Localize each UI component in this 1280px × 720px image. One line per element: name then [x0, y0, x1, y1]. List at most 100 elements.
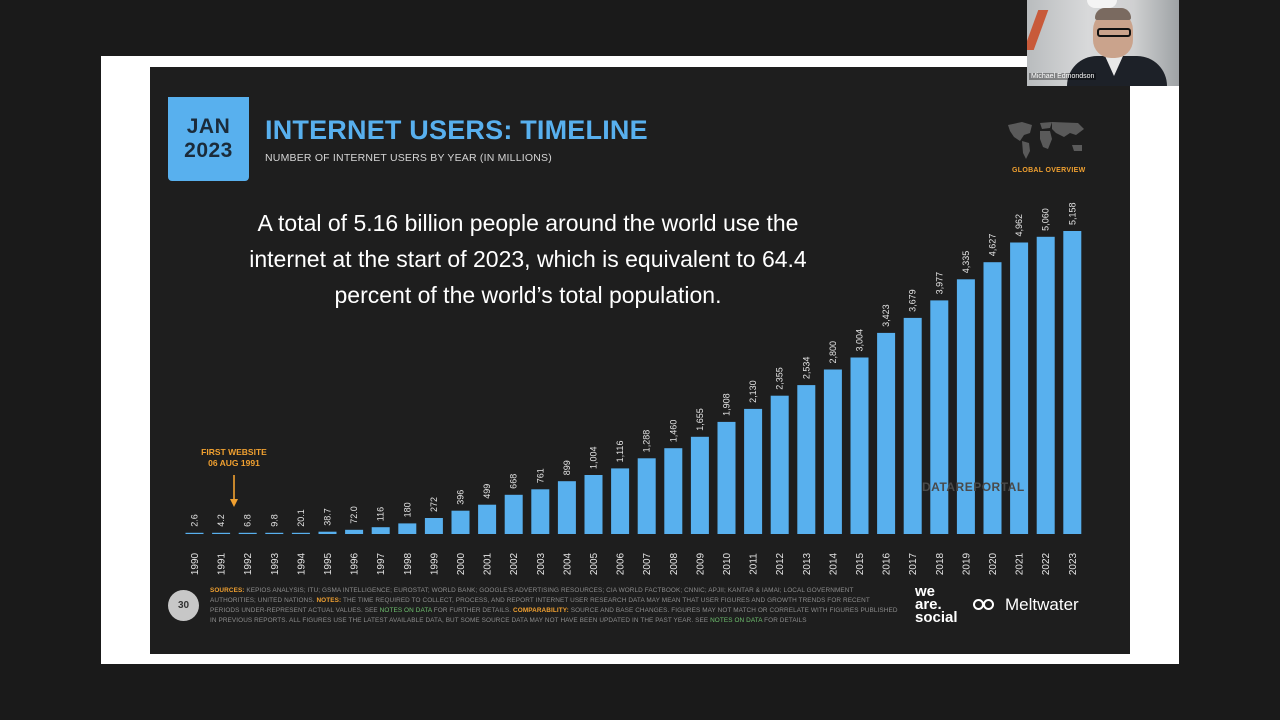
we-are-social-logo: we are. social: [915, 583, 958, 626]
bar-2010: [717, 421, 736, 534]
participant-video-tile[interactable]: Michael Edmondson: [1027, 0, 1179, 86]
caption-line-1: A total of 5.16 billion people around th…: [257, 210, 799, 236]
value-label-2002: 668: [509, 474, 519, 489]
bar-1998: [398, 523, 417, 534]
bar-1993: [265, 532, 284, 534]
bar-2004: [557, 481, 576, 534]
bar-2011: [744, 408, 763, 534]
bar-2022: [1036, 236, 1055, 535]
value-label-2021: 4,962: [1014, 214, 1024, 237]
comparability-text: SOURCE AND BASE CHANGES. FIGURES MAY NOT…: [210, 607, 898, 624]
year-label-2012: 2012: [775, 552, 786, 575]
meeting-bottom-bar: [0, 664, 1280, 720]
date-badge: JAN 2023: [168, 97, 249, 181]
value-label-2022: 5,060: [1041, 208, 1051, 231]
notes-on-data-link[interactable]: NOTES ON DATA: [379, 607, 432, 614]
year-label-2006: 2006: [616, 552, 627, 575]
year-label-2016: 2016: [882, 552, 893, 575]
comparability-text-2: FOR DETAILS: [762, 617, 807, 624]
date-year: 2023: [184, 139, 233, 162]
right-margin: [1179, 56, 1280, 664]
comparability-label: COMPARABILITY:: [513, 607, 569, 614]
year-label-2008: 2008: [669, 552, 680, 575]
meltwater-logo: Meltwater: [973, 595, 1079, 615]
bar-1996: [345, 529, 364, 534]
year-label-2009: 2009: [695, 552, 706, 575]
year-label-2018: 2018: [935, 552, 946, 575]
value-label-2023: 5,158: [1067, 202, 1077, 225]
bar-2012: [770, 395, 789, 534]
slide-title: INTERNET USERS: TIMELINE: [265, 115, 648, 145]
value-label-1996: 72.0: [349, 506, 359, 524]
year-label-1994: 1994: [296, 552, 307, 575]
value-label-1993: 9.8: [269, 514, 279, 527]
logo-social: social: [915, 609, 958, 626]
value-label-2018: 3,977: [934, 272, 944, 295]
participant-name: Michael Edmondson: [1029, 73, 1097, 80]
bar-2015: [850, 357, 869, 534]
value-label-1990: 2.6: [190, 514, 200, 527]
bar-2005: [584, 475, 603, 534]
value-label-2003: 761: [535, 468, 545, 483]
bar-2019: [956, 279, 975, 534]
year-label-1998: 1998: [403, 552, 414, 575]
ceiling-light: [1087, 0, 1117, 8]
left-margin: [0, 56, 101, 664]
slide-subtitle: NUMBER OF INTERNET USERS BY YEAR (IN MIL…: [265, 152, 552, 164]
year-label-2022: 2022: [1041, 552, 1052, 575]
value-label-1997: 116: [376, 507, 386, 521]
year-label-2004: 2004: [562, 552, 573, 575]
value-label-1998: 180: [402, 502, 412, 517]
comparability-notes-link[interactable]: NOTES ON DATA: [710, 617, 763, 624]
value-label-2004: 899: [562, 460, 572, 475]
notes-label: NOTES:: [316, 597, 342, 604]
bar-2021: [1010, 242, 1029, 534]
year-label-1996: 1996: [350, 552, 361, 575]
year-label-2000: 2000: [456, 552, 467, 575]
value-label-2001: 499: [482, 484, 492, 499]
sources-text: KEPIOS ANALYSIS; ITU; GSMA INTELLIGENCE;…: [210, 587, 854, 604]
year-label-2020: 2020: [988, 552, 999, 575]
year-label-2021: 2021: [1015, 552, 1026, 575]
year-label-1993: 1993: [270, 552, 281, 575]
logo-we: we: [915, 583, 936, 600]
year-label-2003: 2003: [536, 552, 547, 575]
value-label-2005: 1,004: [589, 446, 599, 469]
internet-users-bar-chart: 2.6 4.2 6.8 9.8 20.1 38.7 72.0 116 180 272 396 499 6…: [185, 202, 1082, 575]
caption-line-3: percent of the world’s total population.: [334, 282, 722, 308]
value-label-2009: 1,655: [695, 408, 705, 431]
year-label-2019: 2019: [961, 552, 972, 575]
value-label-2015: 3,004: [855, 329, 865, 352]
datareportal-watermark: DATAREPORTAL: [922, 480, 1025, 494]
year-label-1995: 1995: [323, 552, 334, 575]
year-label-2014: 2014: [828, 552, 839, 575]
participant-hair: [1095, 8, 1131, 20]
year-label-1992: 1992: [243, 552, 254, 575]
world-map-icon: [1008, 122, 1084, 159]
year-label-2015: 2015: [855, 552, 866, 575]
page-number: 30: [168, 590, 199, 621]
value-label-2017: 3,679: [908, 289, 918, 312]
year-label-2013: 2013: [802, 552, 813, 575]
value-label-2012: 2,355: [775, 367, 785, 390]
year-label-2007: 2007: [642, 552, 653, 575]
sources-footnote: SOURCES: KEPIOS ANALYSIS; ITU; GSMA INTE…: [210, 586, 900, 626]
value-label-1992: 6.8: [243, 514, 253, 527]
value-label-2000: 396: [456, 490, 466, 505]
year-label-2011: 2011: [749, 553, 760, 575]
caption-overlay: A total of 5.16 billion people around th…: [150, 205, 906, 313]
value-label-1994: 20.1: [296, 509, 306, 527]
bar-2018: [930, 300, 949, 534]
value-label-2016: 3,423: [881, 304, 891, 327]
value-label-2013: 2,534: [801, 357, 811, 380]
bar-2001: [478, 504, 497, 534]
participant-glasses: [1097, 28, 1131, 37]
value-label-2010: 1,908: [722, 393, 732, 416]
bar-2014: [823, 369, 842, 534]
presentation-slide: JAN 2023 INTERNET USERS: TIMELINE NUMBER…: [150, 67, 1130, 654]
value-label-1995: 38.7: [323, 508, 333, 526]
date-month: JAN: [186, 115, 231, 138]
bar-2006: [611, 468, 630, 534]
bar-2023: [1063, 231, 1082, 534]
bar-2003: [531, 489, 550, 534]
